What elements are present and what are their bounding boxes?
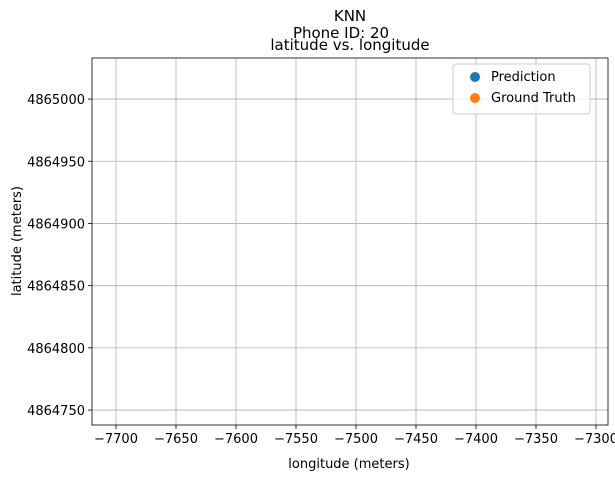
figure-suptitle-line2: Phone ID: 20 (293, 24, 389, 42)
chart-title: latitude vs. longitude (270, 36, 429, 54)
x-tick-label: −7300 (574, 432, 615, 447)
legend-label-prediction: Prediction (491, 70, 556, 85)
y-tick-label: 4865000 (27, 93, 85, 108)
x-tick-label: −7400 (454, 432, 498, 447)
x-tick-label: −7450 (394, 432, 438, 447)
plot-frame (91, 57, 609, 426)
grid-lines (92, 58, 608, 425)
x-axis-ticks: −7700 −7650 −7600 −7550 −7500 −7450 −7400 −7350… (94, 425, 615, 447)
legend-marker-ground-truth (470, 93, 480, 103)
x-tick-label: −7550 (274, 432, 318, 447)
x-axis-label: longitude (meters) (288, 457, 409, 472)
legend-box (452, 63, 591, 115)
legend-label-ground-truth: Ground Truth (491, 91, 576, 106)
y-tick-label: 4864900 (27, 217, 85, 232)
y-tick-label: 4864950 (27, 155, 85, 170)
plot-area-background (92, 58, 608, 425)
y-tick-label: 4864800 (27, 342, 85, 357)
legend: Prediction Ground Truth (452, 63, 591, 115)
y-axis-ticks: 4864750 4864800 4864850 4864900 4864950 48650… (27, 93, 92, 419)
y-axis-label: latitude (meters) (10, 186, 25, 296)
x-tick-label: −7600 (214, 432, 258, 447)
x-tick-label: −7650 (154, 432, 198, 447)
figure-suptitle-line1: KNN (334, 7, 366, 25)
x-tick-label: −7500 (334, 432, 378, 447)
x-tick-label: −7700 (94, 432, 138, 447)
y-tick-label: 4864750 (27, 404, 85, 419)
y-tick-label: 4864850 (27, 280, 85, 295)
x-tick-label: −7350 (514, 432, 558, 447)
legend-marker-prediction (470, 72, 480, 82)
